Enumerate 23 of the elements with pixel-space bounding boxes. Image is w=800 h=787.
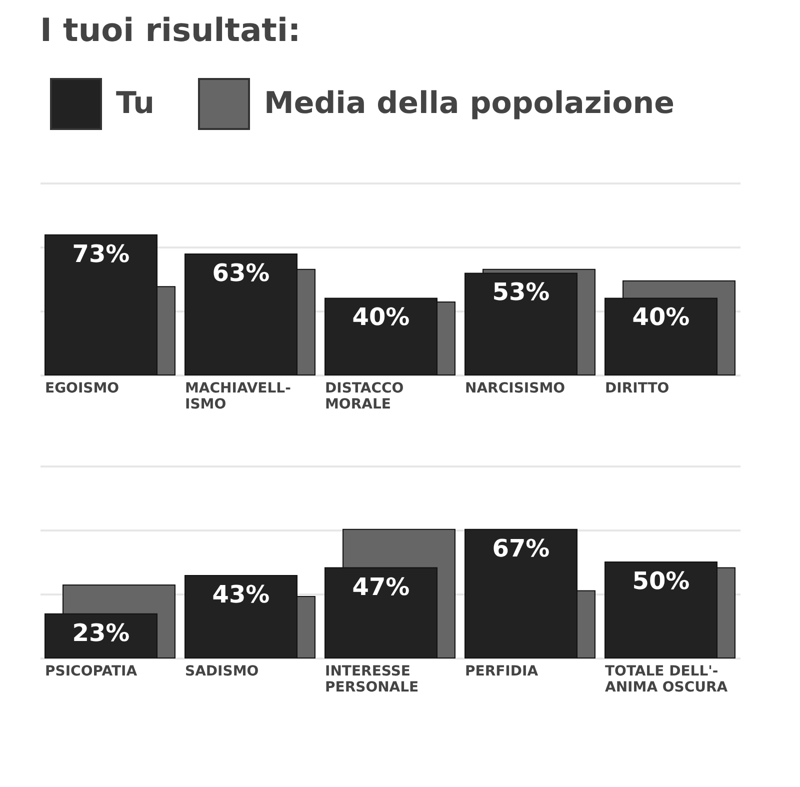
- data-label: 63%: [212, 259, 270, 288]
- legend-label: Media della popolazione: [264, 86, 674, 121]
- x-tick-label: NARCISISMO: [465, 380, 566, 396]
- data-label: 73%: [72, 240, 130, 268]
- data-label: 40%: [352, 303, 410, 332]
- data-label: 43%: [212, 580, 270, 608]
- data-label: 47%: [352, 572, 410, 601]
- data-label: 40%: [632, 303, 690, 332]
- x-tick-label: MACHIAVELL- ISMO: [185, 380, 292, 412]
- x-tick-label: INTERESSE PERSONALE: [325, 664, 419, 696]
- data-label: 50%: [632, 567, 690, 595]
- chart-title: I tuoi risultati:: [40, 11, 301, 49]
- legend-label: Tu: [116, 86, 155, 121]
- x-tick-label: DIRITTO: [605, 380, 670, 396]
- x-tick-label: PERFIDIA: [465, 664, 538, 680]
- data-label: 67%: [492, 534, 550, 562]
- x-tick-label: DISTACCO MORALE: [325, 380, 404, 412]
- x-tick-label: PSICOPATIA: [45, 664, 138, 680]
- x-tick-label: EGOISMO: [45, 380, 120, 396]
- x-tick-label: SADISMO: [185, 664, 259, 680]
- data-label: 53%: [492, 278, 550, 306]
- data-label: 23%: [72, 618, 130, 647]
- x-tick-label: TOTALE DELL'- ANIMA OSCURA: [605, 664, 728, 696]
